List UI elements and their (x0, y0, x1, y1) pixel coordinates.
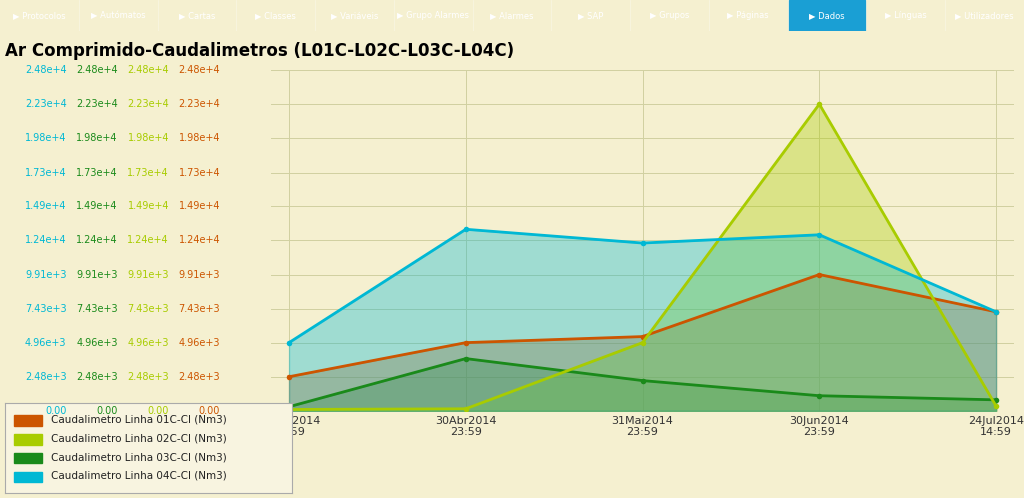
Text: ▶ Dados: ▶ Dados (809, 11, 845, 20)
Text: 2.48e+3: 2.48e+3 (127, 372, 169, 382)
Text: ▶ Utilizadores: ▶ Utilizadores (955, 11, 1014, 20)
Text: 2.48e+4: 2.48e+4 (25, 65, 67, 75)
Text: 2.48e+3: 2.48e+3 (76, 372, 118, 382)
Text: 7.43e+3: 7.43e+3 (127, 304, 169, 314)
Text: 9.91e+3: 9.91e+3 (76, 269, 118, 279)
Text: 2.23e+4: 2.23e+4 (25, 99, 67, 109)
Text: ▶ Protocolos: ▶ Protocolos (13, 11, 66, 20)
Text: 2.23e+4: 2.23e+4 (127, 99, 169, 109)
Text: 1.49e+4: 1.49e+4 (76, 201, 118, 211)
Text: 2.48e+4: 2.48e+4 (127, 65, 169, 75)
Text: 1.98e+4: 1.98e+4 (25, 133, 67, 143)
Text: 2.48e+4: 2.48e+4 (178, 65, 220, 75)
Text: Caudalimetro Linha 02C-CI (Nm3): Caudalimetro Linha 02C-CI (Nm3) (51, 433, 226, 443)
Text: 1.24e+4: 1.24e+4 (178, 235, 220, 246)
Text: 1.73e+4: 1.73e+4 (76, 168, 118, 178)
Text: ▶ Classes: ▶ Classes (255, 11, 296, 20)
Text: 7.43e+3: 7.43e+3 (76, 304, 118, 314)
Text: 2.48e+3: 2.48e+3 (25, 372, 67, 382)
Text: 1.73e+4: 1.73e+4 (127, 168, 169, 178)
Bar (788, 0, 865, 31)
Text: 7.43e+3: 7.43e+3 (25, 304, 67, 314)
Text: ▶ Alarmes: ▶ Alarmes (490, 11, 534, 20)
Text: 4.96e+3: 4.96e+3 (127, 338, 169, 348)
Text: 1.24e+4: 1.24e+4 (25, 235, 67, 246)
Bar (13, 453, 42, 464)
Text: ▶ Páginas: ▶ Páginas (727, 11, 769, 20)
Bar (13, 472, 42, 482)
Text: 0.00: 0.00 (199, 406, 220, 416)
Text: 0.00: 0.00 (147, 406, 169, 416)
Text: ▶ Grupo Alarmes: ▶ Grupo Alarmes (397, 11, 469, 20)
Text: 1.49e+4: 1.49e+4 (25, 201, 67, 211)
Text: Ar Comprimido-Caudalimetros (L01C-L02C-L03C-L04C): Ar Comprimido-Caudalimetros (L01C-L02C-L… (5, 42, 514, 60)
Text: 9.91e+3: 9.91e+3 (127, 269, 169, 279)
Text: 0.00: 0.00 (45, 406, 67, 416)
Text: Caudalimetro Linha 01C-CI (Nm3): Caudalimetro Linha 01C-CI (Nm3) (51, 414, 226, 424)
Text: 1.49e+4: 1.49e+4 (127, 201, 169, 211)
Text: ▶ Cartas: ▶ Cartas (179, 11, 215, 20)
Bar (13, 434, 42, 445)
Text: 1.49e+4: 1.49e+4 (178, 201, 220, 211)
Text: 7.43e+3: 7.43e+3 (178, 304, 220, 314)
Text: 1.98e+4: 1.98e+4 (127, 133, 169, 143)
Text: 1.73e+4: 1.73e+4 (25, 168, 67, 178)
Text: ▶ Línguas: ▶ Línguas (885, 11, 927, 20)
Text: Caudalimetro Linha 03C-CI (Nm3): Caudalimetro Linha 03C-CI (Nm3) (51, 452, 226, 462)
Text: ▶ Grupos: ▶ Grupos (650, 11, 689, 20)
Text: 1.24e+4: 1.24e+4 (76, 235, 118, 246)
Text: 4.96e+3: 4.96e+3 (76, 338, 118, 348)
Text: Caudalimetro Linha 04C-CI (Nm3): Caudalimetro Linha 04C-CI (Nm3) (51, 471, 226, 481)
Text: 9.91e+3: 9.91e+3 (178, 269, 220, 279)
Text: 2.23e+4: 2.23e+4 (178, 99, 220, 109)
Text: 4.96e+3: 4.96e+3 (25, 338, 67, 348)
Text: 4.96e+3: 4.96e+3 (178, 338, 220, 348)
Text: ▶ Autómatos: ▶ Autómatos (91, 11, 145, 20)
Text: 1.24e+4: 1.24e+4 (127, 235, 169, 246)
Text: ▶ Variáveis: ▶ Variáveis (331, 11, 378, 20)
Text: 0.00: 0.00 (96, 406, 118, 416)
Text: 2.48e+4: 2.48e+4 (76, 65, 118, 75)
Text: 9.91e+3: 9.91e+3 (25, 269, 67, 279)
Text: 2.23e+4: 2.23e+4 (76, 99, 118, 109)
Text: ▶ SAP: ▶ SAP (579, 11, 603, 20)
Text: 1.73e+4: 1.73e+4 (178, 168, 220, 178)
Text: 1.98e+4: 1.98e+4 (178, 133, 220, 143)
Bar (13, 415, 42, 426)
Text: 2.48e+3: 2.48e+3 (178, 372, 220, 382)
Text: 1.98e+4: 1.98e+4 (76, 133, 118, 143)
